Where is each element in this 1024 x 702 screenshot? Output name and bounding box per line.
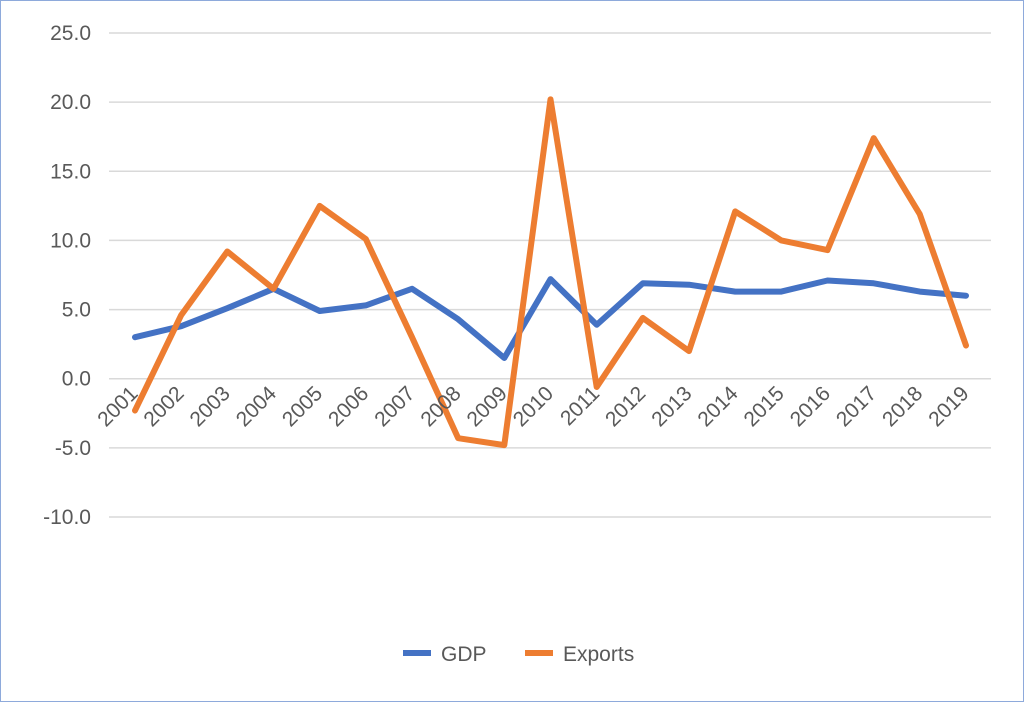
series-line-gdp [132, 276, 969, 361]
x-tick-label: 2006 [324, 382, 373, 431]
x-tick-label: 2018 [878, 382, 927, 431]
x-tick-label: 2012 [601, 382, 650, 431]
y-tick-label: 25.0 [50, 22, 91, 45]
x-tick-label: 2014 [693, 382, 743, 432]
y-tick-label: 15.0 [50, 160, 91, 183]
legend-label-exports: Exports [563, 643, 634, 666]
legend-label-gdp: GDP [441, 643, 487, 666]
y-tick-label: -5.0 [55, 437, 91, 460]
x-tick-label: 2005 [278, 382, 327, 431]
x-tick-label: 2008 [416, 382, 465, 431]
x-tick-label: 2017 [832, 382, 881, 431]
gridlines [109, 32, 991, 518]
x-tick-label: 2013 [647, 382, 696, 431]
y-tick-label: 0.0 [62, 368, 91, 391]
x-tick-label: 2003 [186, 382, 235, 431]
y-tick-label: 10.0 [50, 229, 91, 252]
x-tick-label: 2010 [509, 382, 558, 431]
y-axis-ticks: 25.0 20.0 15.0 10.0 5.0 0.0 -5.0 -10.0 [43, 22, 91, 529]
series-line-exports [132, 96, 969, 449]
y-tick-label: 20.0 [50, 91, 91, 114]
x-axis-ticks: 2001200220032004200520062007200820092010… [93, 382, 973, 432]
x-tick-label: 2015 [740, 382, 789, 431]
x-tick-label: 2004 [232, 382, 282, 432]
x-tick-label: 2016 [786, 382, 835, 431]
series-lines [132, 96, 969, 449]
y-tick-label: -10.0 [43, 506, 91, 529]
y-tick-label: 5.0 [62, 299, 91, 322]
legend: GDP Exports [403, 643, 634, 666]
x-tick-label: 2019 [924, 382, 973, 431]
x-tick-label: 2007 [370, 382, 419, 431]
